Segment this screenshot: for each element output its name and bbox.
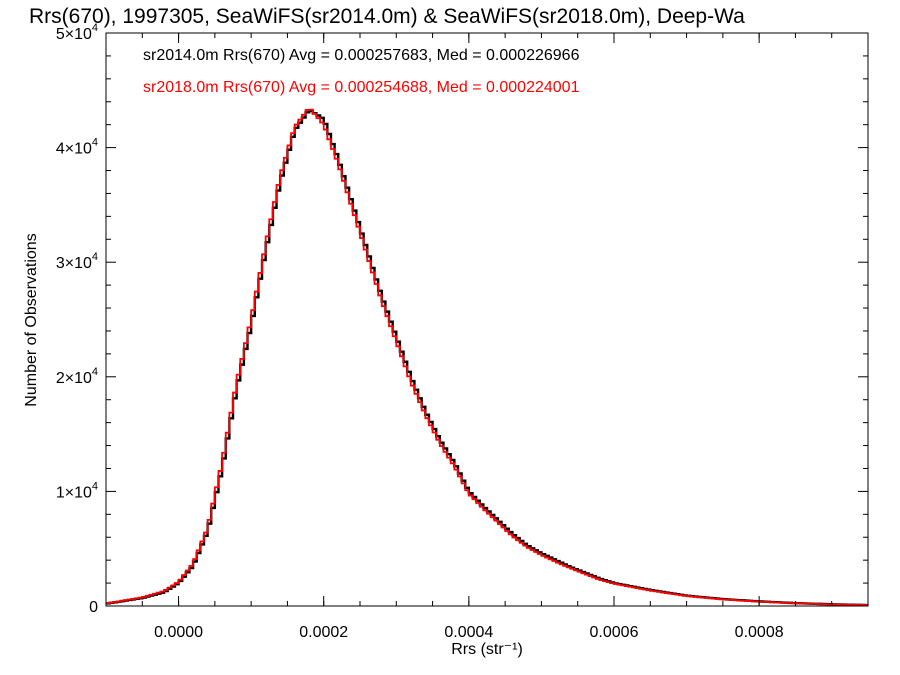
x-tick-label: 0.0006 (590, 624, 639, 641)
series-line-sr2014.0m (106, 109, 868, 607)
x-tick-label: 0.0002 (299, 624, 348, 641)
plot-frame (105, 32, 869, 607)
x-axis-label: Rrs (str⁻¹) (451, 641, 523, 658)
y-axis-label: Number of Observations (23, 233, 40, 406)
series-layer (106, 108, 868, 607)
y-tick-label: 1×104 (56, 480, 98, 501)
x-tick-label: 0.0000 (154, 624, 203, 641)
y-tick-label: 0 (89, 599, 98, 616)
annotation-sr2014: sr2014.0m Rrs(670) Avg = 0.000257683, Me… (143, 47, 580, 64)
annotation-sr2018: sr2018.0m Rrs(670) Avg = 0.000254688, Me… (143, 79, 580, 96)
y-tick-label: 2×104 (56, 366, 98, 387)
y-tick-label: 4×104 (56, 137, 98, 158)
y-tick-label: 5×104 (56, 22, 98, 43)
x-tick-label: 0.0008 (735, 624, 784, 641)
series-line-sr2018.0m (106, 108, 868, 606)
axis-layer: 0.0000 0.0002 0.0004 0.0006 0.0008 0 1×104 2×10… (56, 22, 869, 641)
x-tick-label: 0.0004 (444, 624, 493, 641)
chart-title: Rrs(670), 1997305, SeaWiFS(sr2014.0m) & … (29, 5, 745, 28)
y-tick-label: 3×104 (56, 251, 98, 272)
